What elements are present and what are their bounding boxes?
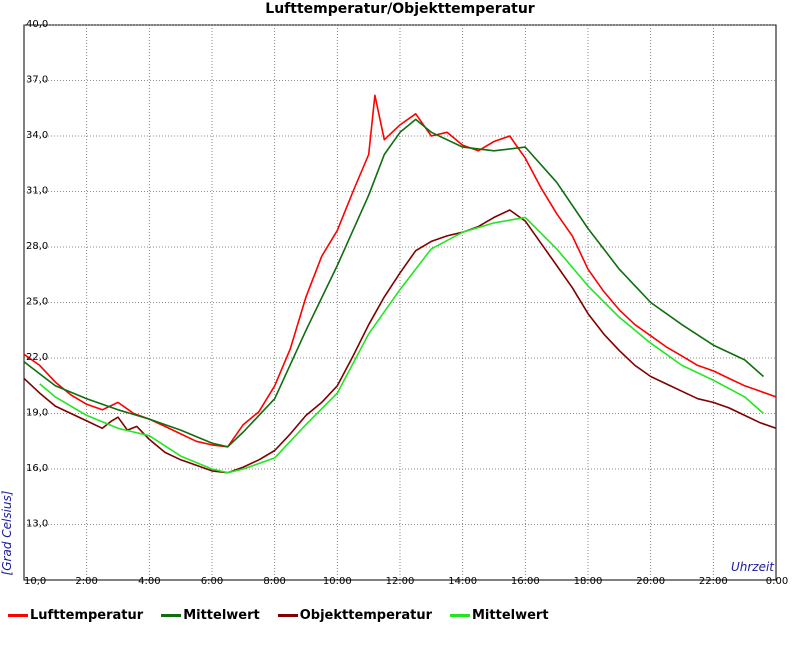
y-tick-label: 37,0 [26,75,48,86]
x-tick-label: 2:00 [75,576,97,587]
y-tick-label: 16,0 [26,463,48,474]
legend: Lufttemperatur Mittelwert Objekttemperatur… [8,608,567,623]
x-tick-label: 6:00 [201,576,223,587]
legend-item: Mittelwert [161,608,260,623]
legend-label: Mittelwert [183,608,260,623]
legend-label: Mittelwert [472,608,549,623]
legend-item: Lufttemperatur [8,608,143,623]
x-tick-label: 18:00 [574,576,603,587]
y-tick-label: 28,0 [26,241,48,252]
x-tick-label: 10,0 [24,576,46,587]
x-tick-label: 12:00 [386,576,415,587]
y-tick-label: 13,0 [26,519,48,530]
y-tick-label: 22,0 [26,352,48,363]
series-layer [23,94,777,474]
legend-item: Mittelwert [450,608,549,623]
x-tick-label: 16:00 [511,576,540,587]
legend-item: Objekttemperatur [277,608,432,623]
legend-label: Objekttemperatur [299,608,432,623]
x-tick-label: 10:00 [323,576,352,587]
legend-swatch [277,614,298,617]
y-tick-label: 19,0 [26,408,48,419]
y-axis-label: [Grad Celsius] [0,490,14,575]
chart-title: Lufttemperatur/Objekttemperatur [265,1,535,17]
legend-swatch [161,614,182,617]
series-line-4 [39,216,765,474]
tick-layer: 13,0 16,0 19,0 22,0 25,0 28,0 31,0 34,0 37,0 40,0… [24,19,788,587]
chart: Lufttemperatur/Objekttemperatur 13,0 16,0… [0,1,788,587]
y-tick-label: 25,0 [26,297,48,308]
x-tick-label: 14:00 [448,576,477,587]
x-axis-label: Uhrzeit [731,560,775,574]
legend-swatch [450,614,470,617]
y-tick-label: 31,0 [26,186,48,197]
y-tick-label: 40,0 [26,19,48,30]
series-line-3 [23,209,777,474]
x-tick-label: 8:00 [263,576,285,587]
x-tick-label: 0:00 [766,576,788,587]
series-line-2 [23,118,765,448]
y-tick-label: 34,0 [26,130,48,141]
x-tick-label: 4:00 [138,576,160,587]
legend-swatch [8,614,28,617]
grid-layer [24,24,776,580]
x-tick-label: 20:00 [636,576,665,587]
legend-label: Lufttemperatur [30,608,144,623]
x-tick-label: 22:00 [699,576,728,587]
